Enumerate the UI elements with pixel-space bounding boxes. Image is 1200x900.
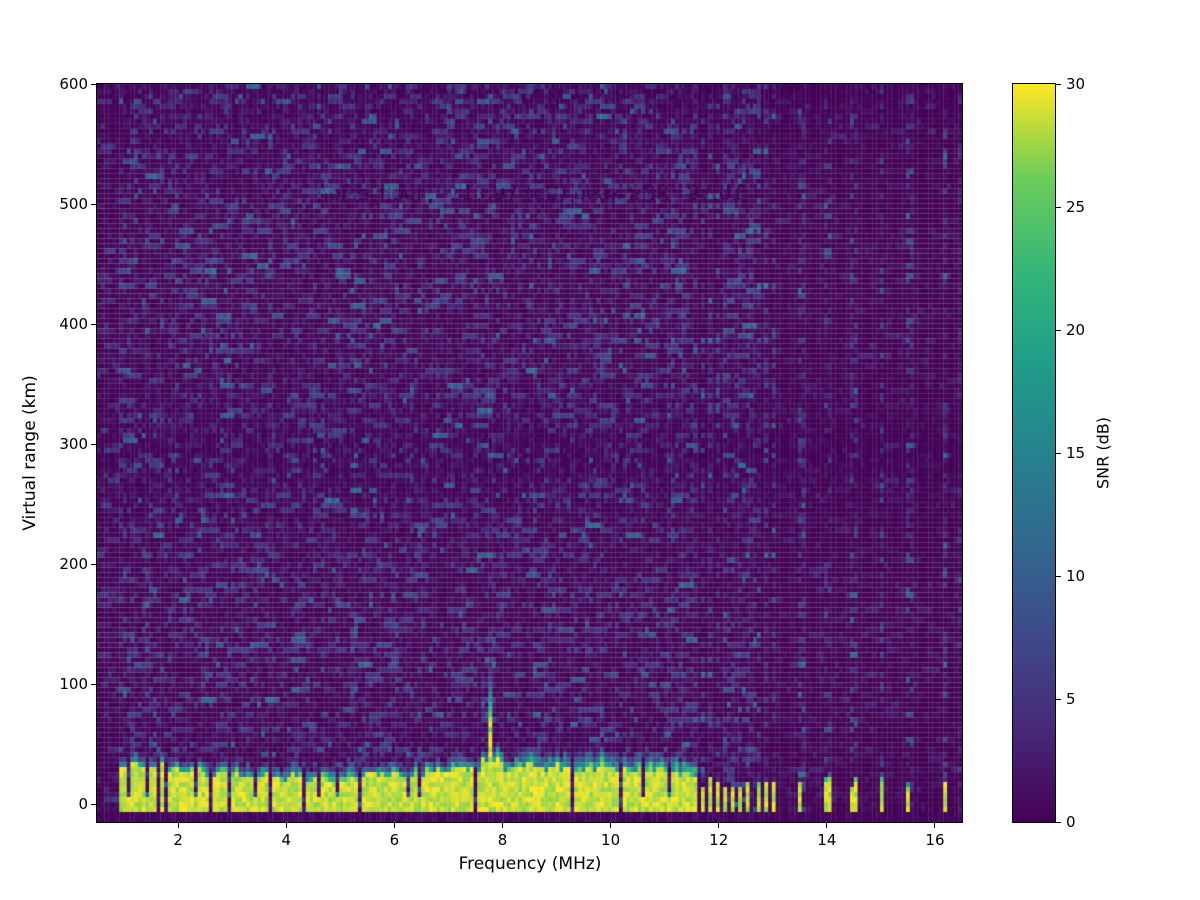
x-tick-label: 6 <box>389 831 400 849</box>
y-tick-label: 300 <box>59 435 88 453</box>
colorbar-tick-label: 0 <box>1066 813 1076 831</box>
y-tick-mark <box>91 683 97 685</box>
x-tick-label: 4 <box>281 831 291 849</box>
plot-border <box>96 83 963 823</box>
colorbar-label: SNR (dB) <box>1093 417 1113 489</box>
colorbar-tick-mark <box>1056 329 1061 331</box>
colorbar-tick-mark <box>1056 83 1061 85</box>
x-tick-mark <box>934 823 936 828</box>
heatmap-canvas <box>97 84 962 822</box>
y-tick-mark <box>91 203 97 205</box>
y-tick-mark <box>91 323 97 325</box>
x-tick-mark <box>610 823 612 828</box>
x-tick-mark <box>393 823 395 828</box>
x-tick-label: 8 <box>497 831 508 849</box>
y-tick-mark <box>91 803 97 805</box>
x-axis-label: Frequency (MHz) <box>458 854 602 874</box>
x-tick-mark <box>501 823 503 828</box>
colorbar-gradient <box>1013 84 1055 822</box>
colorbar-tick-mark <box>1056 821 1061 823</box>
colorbar-tick-label: 30 <box>1066 75 1086 93</box>
colorbar-tick-label: 5 <box>1066 690 1076 708</box>
colorbar-tick-mark <box>1056 575 1061 577</box>
x-tick-mark <box>285 823 287 828</box>
y-tick-label: 0 <box>78 795 88 813</box>
y-tick-mark <box>91 563 97 565</box>
y-tick-mark <box>91 443 97 445</box>
x-tick-label: 10 <box>601 831 621 849</box>
x-tick-mark <box>177 823 179 828</box>
colorbar-tick-mark <box>1056 206 1061 208</box>
colorbar-tick-label: 10 <box>1066 567 1086 585</box>
colorbar-tick-mark <box>1056 698 1061 700</box>
x-tick-mark <box>826 823 828 828</box>
y-tick-label: 600 <box>59 75 88 93</box>
colorbar-tick-label: 20 <box>1066 321 1086 339</box>
colorbar-tick-mark <box>1056 452 1061 454</box>
colorbar-tick-label: 15 <box>1066 444 1086 462</box>
y-axis-label: Virtual range (km) <box>20 375 40 531</box>
colorbar-tick-label: 25 <box>1066 198 1086 216</box>
y-tick-label: 200 <box>59 555 88 573</box>
y-tick-label: 100 <box>59 675 88 693</box>
x-tick-mark <box>718 823 720 828</box>
y-tick-label: 400 <box>59 315 88 333</box>
y-tick-label: 500 <box>59 195 88 213</box>
x-tick-label: 12 <box>709 831 729 849</box>
y-tick-mark <box>91 83 97 85</box>
x-tick-label: 16 <box>925 831 945 849</box>
colorbar-border <box>1012 83 1056 823</box>
x-tick-label: 14 <box>817 831 837 849</box>
x-tick-label: 2 <box>173 831 183 849</box>
